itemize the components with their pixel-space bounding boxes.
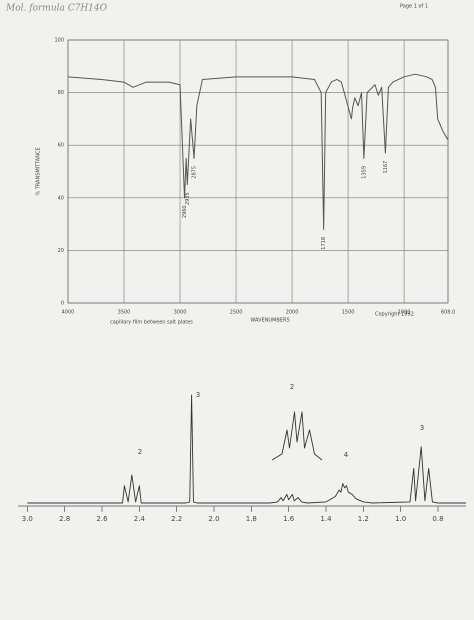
x-tick-label: 1.2 xyxy=(358,515,369,523)
x-tick-label: 1.8 xyxy=(246,515,257,523)
integration-label: 4 xyxy=(344,451,349,459)
note: capillary film between salt plates xyxy=(110,320,193,326)
x-tick-label: 2.8 xyxy=(59,515,70,523)
y-tick-label: 40 xyxy=(58,195,64,201)
x-tick-label: 1.0 xyxy=(395,515,406,523)
spectrum-line xyxy=(27,394,466,504)
y-tick-label: 80 xyxy=(58,90,64,96)
y-tick-label: 60 xyxy=(58,143,64,149)
x-tick-label: 3.0 xyxy=(22,515,33,523)
plot-frame xyxy=(67,39,449,304)
peak-label: 2960 xyxy=(182,205,188,218)
x-tick-label: 1000 xyxy=(398,310,411,316)
x-tick-label: 608.0 xyxy=(441,310,455,316)
x-tick-label: 2.6 xyxy=(96,515,108,523)
integration-label: 3 xyxy=(196,391,200,399)
peak-label: 1718 xyxy=(321,237,327,250)
y-tick-label: 20 xyxy=(58,248,64,254)
integration-label: 2 xyxy=(290,383,294,391)
peak-label: 1167 xyxy=(383,161,389,174)
y-tick-label: 100 xyxy=(54,38,64,44)
y-tick-label: 0 xyxy=(61,301,64,307)
inset-line xyxy=(271,411,323,461)
peak-label: 2875 xyxy=(192,166,198,179)
x-tick-label: 1.6 xyxy=(283,515,295,523)
x-axis-label: WAVENUMBERS xyxy=(250,318,289,324)
integration-label: 2 xyxy=(138,448,142,456)
x-tick-label: 1.4 xyxy=(320,515,332,523)
x-tick-label: 2000 xyxy=(286,310,299,316)
x-tick-label: 3000 xyxy=(174,310,187,316)
x-tick-label: 4000 xyxy=(62,310,75,316)
x-tick-label: 2500 xyxy=(230,310,243,316)
x-tick-label: 0.8 xyxy=(432,515,443,523)
peak-label: 1359 xyxy=(361,166,367,179)
y-axis-label: % TRANSMITTANCE xyxy=(36,147,42,195)
x-tick-label: 2.0 xyxy=(208,515,219,523)
spectrum-line xyxy=(67,73,449,230)
x-tick-label: 1500 xyxy=(342,310,355,316)
page-number: Page 1 of 1 xyxy=(400,4,428,10)
peak-label: 2935 xyxy=(185,192,191,205)
x-tick-label: 2.2 xyxy=(171,515,182,523)
handwriting: Mol. formula C7H14O xyxy=(5,4,108,14)
copyright: Copyright 1992 xyxy=(375,312,414,318)
x-tick-label: 3500 xyxy=(118,310,131,316)
x-tick-label: 2.4 xyxy=(134,515,146,523)
integration-label: 3 xyxy=(420,424,424,432)
